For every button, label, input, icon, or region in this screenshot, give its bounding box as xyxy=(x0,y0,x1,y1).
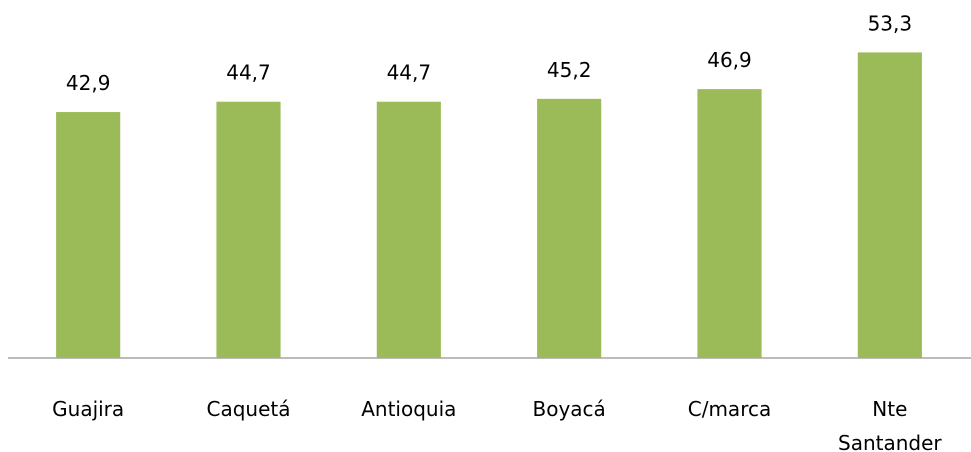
x-tick-label: Nte Santander xyxy=(838,397,942,452)
bar xyxy=(857,52,922,359)
data-label: 45,2 xyxy=(547,58,592,82)
x-tick-label: Guajira xyxy=(52,397,124,421)
data-label: 42,9 xyxy=(66,71,111,95)
bar xyxy=(56,112,121,358)
bar xyxy=(216,101,281,358)
x-tick-label: C/marca xyxy=(688,397,771,421)
data-label: 53,3 xyxy=(868,11,913,35)
data-label: 44,7 xyxy=(226,61,271,85)
data-label: 44,7 xyxy=(387,61,432,85)
bar xyxy=(376,101,441,358)
x-tick-label: Caquetá xyxy=(207,397,291,421)
data-label: 46,9 xyxy=(707,48,752,72)
bar xyxy=(697,89,762,359)
x-tick-label: Boyacá xyxy=(533,397,606,421)
x-tick-label: Antioquia xyxy=(361,397,456,421)
bar xyxy=(537,98,602,358)
